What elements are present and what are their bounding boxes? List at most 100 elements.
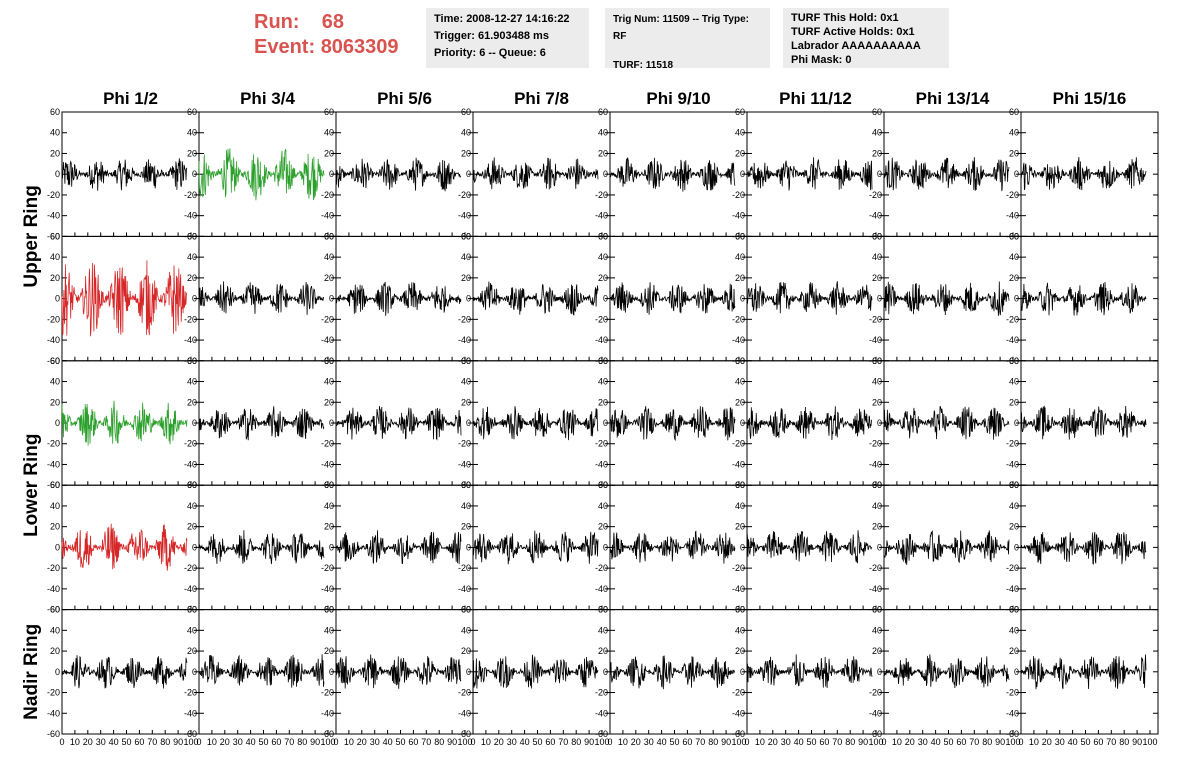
y-tick-label: -40 <box>184 584 197 594</box>
x-tick-label: 40 <box>657 737 667 747</box>
waveform-trace <box>61 523 188 571</box>
y-tick-label: 40 <box>872 128 882 138</box>
waveform-trace <box>335 157 462 192</box>
y-tick-label: 60 <box>324 356 334 366</box>
event-label: Event: <box>254 36 316 58</box>
x-tick-label: 80 <box>1119 737 1129 747</box>
x-tick-label: 90 <box>858 737 868 747</box>
y-tick-label: 60 <box>187 356 197 366</box>
waveform-trace <box>1020 281 1147 316</box>
y-tick-label: 60 <box>735 107 745 117</box>
y-tick-label: 60 <box>598 480 608 490</box>
y-tick-label: -20 <box>869 439 882 449</box>
y-tick-label: -40 <box>184 335 197 345</box>
x-tick-label: 80 <box>297 737 307 747</box>
x-tick-label: 100 <box>594 737 609 747</box>
y-tick-label: -40 <box>47 335 60 345</box>
y-tick-label: 0 <box>55 294 60 304</box>
y-tick-label: 40 <box>461 128 471 138</box>
y-tick-label: 0 <box>466 542 471 552</box>
y-tick-label: 40 <box>1009 501 1019 511</box>
y-tick-label: -40 <box>869 211 882 221</box>
y-tick-label: -20 <box>47 190 60 200</box>
y-tick-label: 0 <box>603 294 608 304</box>
waveform-trace <box>883 406 1010 440</box>
y-tick-label: -40 <box>869 708 882 718</box>
waveform-trace <box>883 654 1010 689</box>
y-tick-label: -40 <box>732 211 745 221</box>
waveform-trace <box>61 158 188 191</box>
y-tick-label: 40 <box>324 501 334 511</box>
plot-frame <box>335 484 474 611</box>
x-tick-label: 60 <box>545 737 555 747</box>
x-tick-label: 90 <box>447 737 457 747</box>
y-tick-label: -40 <box>732 459 745 469</box>
waveform-trace <box>1020 654 1147 690</box>
y-tick-label: 20 <box>1009 397 1019 407</box>
y-tick-label: 60 <box>50 605 60 615</box>
y-tick-label: 60 <box>324 231 334 241</box>
turf-hold-text: TURF This Hold: 0x1 <box>791 12 899 24</box>
y-tick-label: -20 <box>595 190 608 200</box>
x-tick-label: 30 <box>1055 737 1065 747</box>
y-tick-label: 20 <box>1009 646 1019 656</box>
y-tick-label: 60 <box>872 356 882 366</box>
y-tick-label: 20 <box>461 522 471 532</box>
waveform-trace <box>746 281 873 315</box>
y-tick-label: -20 <box>184 190 197 200</box>
x-tick-label: 80 <box>708 737 718 747</box>
waveform-trace <box>472 654 599 689</box>
y-tick-label: 40 <box>1009 252 1019 262</box>
x-tick-label: 40 <box>246 737 256 747</box>
y-tick-label: 0 <box>740 542 745 552</box>
y-tick-label: 60 <box>187 231 197 241</box>
y-tick-label: -40 <box>732 335 745 345</box>
y-tick-label: 60 <box>598 107 608 117</box>
x-tick-label: 60 <box>819 737 829 747</box>
y-tick-label: -60 <box>184 729 197 739</box>
y-tick-label: -20 <box>595 688 608 698</box>
waveform-trace <box>746 157 873 191</box>
waveform-trace <box>1020 157 1147 191</box>
y-tick-label: -20 <box>732 439 745 449</box>
y-tick-label: 20 <box>187 397 197 407</box>
y-tick-label: 0 <box>740 294 745 304</box>
y-tick-label: 0 <box>192 667 197 677</box>
y-tick-label: 40 <box>187 252 197 262</box>
x-tick-label: 60 <box>956 737 966 747</box>
x-tick-label: 50 <box>806 737 816 747</box>
waveform-trace <box>1020 405 1147 440</box>
y-tick-label: -60 <box>458 729 471 739</box>
y-tick-label: -40 <box>458 335 471 345</box>
y-tick-label: 20 <box>598 646 608 656</box>
y-tick-label: 40 <box>735 501 745 511</box>
waveform-trace <box>335 281 462 316</box>
y-tick-label: 20 <box>50 148 60 158</box>
waveform-trace <box>609 282 736 315</box>
y-tick-label: 60 <box>872 480 882 490</box>
column-header: Phi 7/8 <box>514 89 569 108</box>
y-tick-label: 0 <box>329 418 334 428</box>
y-tick-label: -40 <box>184 708 197 718</box>
y-tick-label: -40 <box>869 584 882 594</box>
waveform-trace <box>883 281 1010 316</box>
y-tick-label: 40 <box>50 128 60 138</box>
labrador-text: Labrador AAAAAAAAAA <box>791 40 921 52</box>
y-tick-label: 40 <box>50 625 60 635</box>
y-tick-label: 20 <box>1009 273 1019 283</box>
y-tick-label: -40 <box>1006 335 1019 345</box>
waveform-trace <box>472 530 599 565</box>
x-tick-label: 30 <box>507 737 517 747</box>
y-tick-label: 60 <box>872 605 882 615</box>
y-tick-label: -40 <box>458 584 471 594</box>
waveform-trace <box>883 157 1010 192</box>
y-tick-label: 40 <box>735 625 745 635</box>
y-tick-label: -20 <box>184 563 197 573</box>
y-tick-label: -60 <box>595 729 608 739</box>
time-text: Time: 2008-12-27 14:16:22 <box>434 13 570 25</box>
x-tick-label: 30 <box>233 737 243 747</box>
x-tick-label: 10 <box>481 737 491 747</box>
y-tick-label: 20 <box>735 522 745 532</box>
y-tick-label: 0 <box>55 667 60 677</box>
